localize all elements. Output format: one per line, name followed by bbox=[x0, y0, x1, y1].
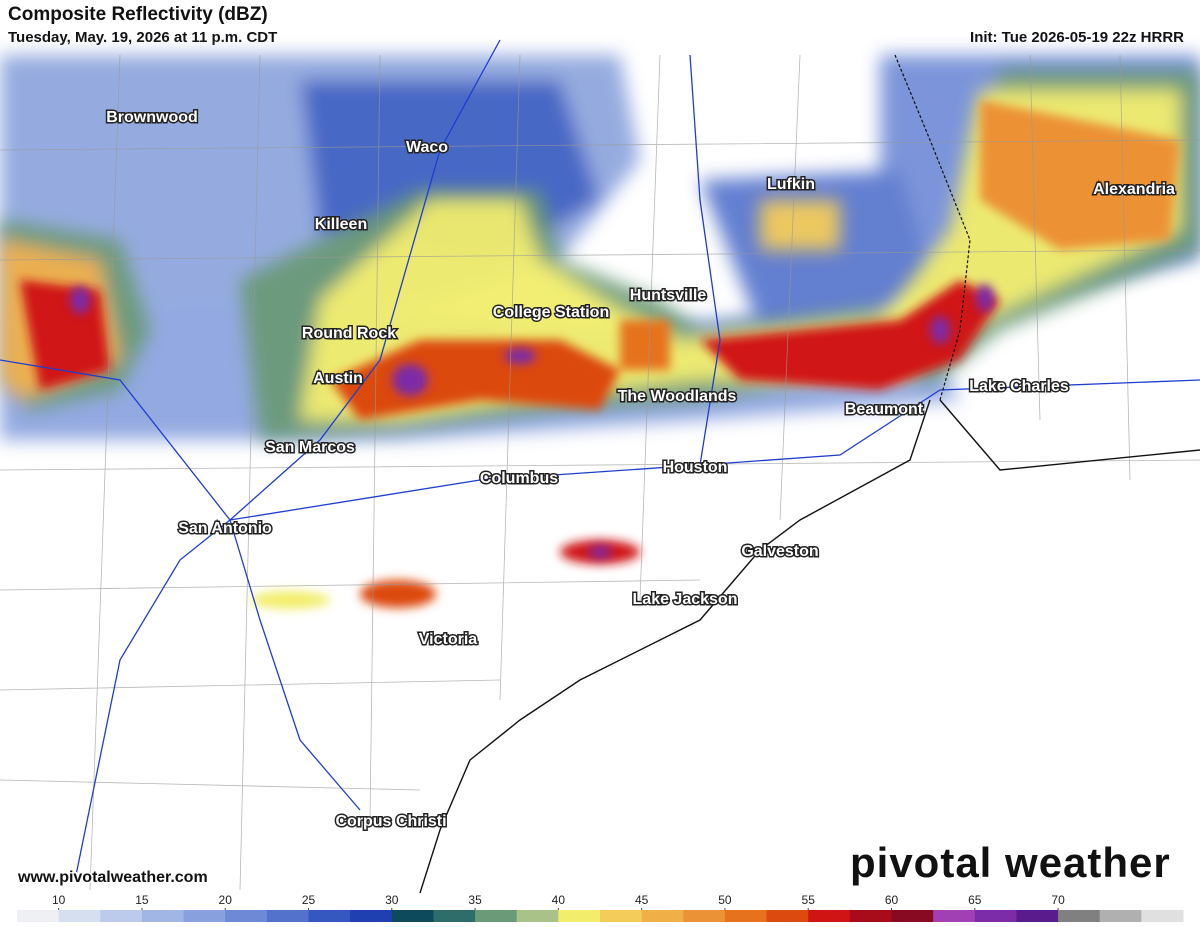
colorbar-cell bbox=[308, 910, 351, 922]
colorbar-cell bbox=[1099, 910, 1142, 922]
colorbar-label: 30 bbox=[385, 893, 399, 907]
city-label: San Marcos bbox=[265, 439, 355, 456]
city-label: Lake Jackson bbox=[633, 591, 738, 608]
state-border bbox=[894, 54, 971, 401]
city-label: Corpus Christi bbox=[335, 813, 446, 830]
colorbar-cell bbox=[891, 910, 934, 922]
colorbar-label: 60 bbox=[885, 893, 899, 907]
city-label: Brownwood bbox=[106, 109, 198, 126]
colorbar-cell bbox=[1058, 910, 1101, 922]
radar-echoes bbox=[0, 55, 1200, 609]
city-label: Lake Charles bbox=[969, 378, 1069, 395]
colorbar-cell bbox=[100, 910, 143, 922]
colorbar-cell bbox=[516, 910, 559, 922]
coastline bbox=[419, 399, 1200, 894]
colorbar-cell bbox=[600, 910, 643, 922]
city-labels: Brownwood Waco Killeen Lufkin Alexandria Hunt… bbox=[105, 108, 1177, 832]
city-label: The Woodlands bbox=[618, 388, 737, 405]
colorbar-cell bbox=[1141, 910, 1184, 922]
colorbar-label: 65 bbox=[968, 893, 982, 907]
logo: pivotal weather bbox=[850, 839, 1171, 886]
city-label: Alexandria bbox=[1093, 181, 1175, 198]
colorbar-cell bbox=[266, 910, 309, 922]
city-label: Huntsville bbox=[630, 287, 707, 304]
colorbar-cell bbox=[724, 910, 768, 922]
colorbar-cell bbox=[17, 910, 60, 922]
colorbar-label: 10 bbox=[52, 893, 66, 907]
colorbar-cell bbox=[974, 910, 1017, 922]
colorbar-cell bbox=[433, 910, 476, 922]
county-lines bbox=[0, 54, 1200, 891]
colorbar-label: 25 bbox=[302, 893, 316, 907]
colorbar-label: 35 bbox=[468, 893, 482, 907]
colorbar-cell bbox=[58, 910, 101, 922]
city-label: Galveston bbox=[741, 543, 818, 560]
colorbar-cell bbox=[558, 910, 601, 922]
city-label: Killeen bbox=[315, 216, 367, 233]
title: Composite Reflectivity (dBZ) bbox=[8, 4, 268, 25]
colorbar-cell bbox=[641, 910, 684, 922]
colorbar-cell bbox=[766, 910, 809, 922]
colorbar-label: 50 bbox=[718, 893, 732, 907]
city-label: Houston bbox=[663, 459, 728, 476]
colorbar-cell bbox=[141, 910, 185, 922]
city-label: Austin bbox=[313, 370, 363, 387]
colorbar-cell bbox=[933, 910, 976, 922]
init-time: Init: Tue 2026-05-19 22z HRRR bbox=[970, 29, 1184, 46]
colorbar-label: 40 bbox=[552, 893, 566, 907]
city-label: San Antonio bbox=[178, 520, 272, 537]
colorbar-label: 55 bbox=[802, 893, 816, 907]
colorbar-label: 45 bbox=[635, 893, 649, 907]
colorbar-cell bbox=[391, 910, 434, 922]
colorbar-cell bbox=[183, 910, 226, 922]
colorbar-cell bbox=[808, 910, 851, 922]
city-label: Columbus bbox=[480, 470, 558, 487]
colorbar: 10 15 20 25 30 35 40 45 50 55 60 65 70 bbox=[17, 893, 1184, 922]
subtitle: Tuesday, May. 19, 2026 at 11 p.m. CDT bbox=[8, 29, 278, 46]
city-label: College Station bbox=[493, 304, 609, 321]
colorbar-cell bbox=[475, 910, 518, 922]
colorbar-label: 15 bbox=[135, 893, 149, 907]
colorbar-label: 20 bbox=[219, 893, 233, 907]
website: www.pivotalweather.com bbox=[17, 869, 208, 886]
city-label: Round Rock bbox=[302, 325, 396, 342]
colorbar-cell bbox=[225, 910, 268, 922]
colorbar-cell bbox=[350, 910, 393, 922]
colorbar-label: 70 bbox=[1051, 893, 1065, 907]
highways bbox=[0, 39, 1200, 881]
city-label: Lufkin bbox=[767, 176, 815, 193]
city-label: Waco bbox=[406, 139, 448, 156]
city-label: Beaumont bbox=[845, 401, 924, 418]
colorbar-cell bbox=[849, 910, 892, 922]
colorbar-cell bbox=[683, 910, 726, 922]
city-label: Victoria bbox=[419, 631, 478, 648]
colorbar-cell bbox=[1016, 910, 1059, 922]
